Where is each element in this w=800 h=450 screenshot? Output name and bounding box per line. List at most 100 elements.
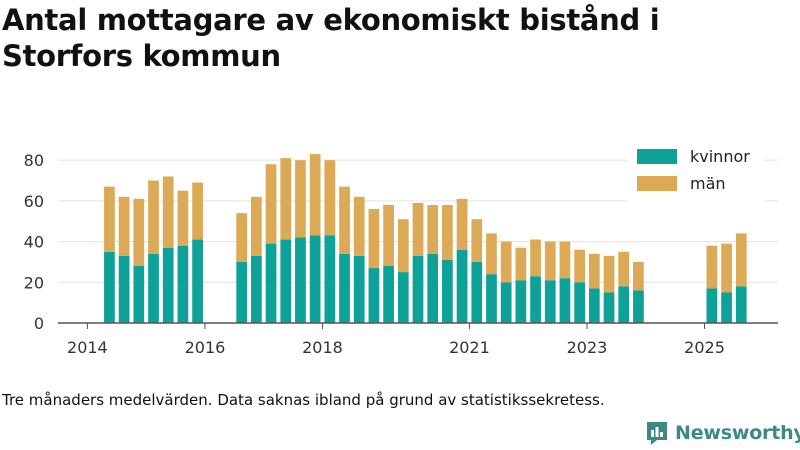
legend-swatch-kvinnor — [637, 149, 677, 164]
bar-kvinnor — [251, 255, 262, 323]
bar-kvinnor — [471, 261, 483, 323]
x-tick-label: 2021 — [449, 338, 490, 357]
x-tick-label: 2014 — [67, 338, 108, 357]
bar-man — [530, 239, 541, 277]
bar-kvinnor — [486, 274, 497, 323]
bar-man — [559, 241, 571, 279]
bar-kvinnor — [544, 280, 556, 323]
bar-kvinnor — [133, 266, 145, 323]
bar-kvinnor — [265, 243, 277, 323]
bar-man — [162, 176, 174, 248]
y-tick-label: 40 — [24, 233, 44, 252]
bar-kvinnor — [148, 253, 159, 323]
bar-kvinnor — [588, 288, 600, 323]
bar-kvinnor — [353, 255, 365, 323]
bar-kvinnor — [500, 282, 512, 323]
y-tick-label: 80 — [24, 151, 44, 170]
bar-man — [618, 251, 630, 287]
brand-name: Newsworthy — [675, 422, 800, 444]
x-tick-label: 2023 — [567, 338, 608, 357]
bar-man — [603, 255, 615, 293]
y-tick-label: 20 — [24, 273, 44, 292]
bar-kvinnor — [515, 280, 527, 323]
y-axis-tick-labels: 0 20 40 60 80 — [24, 151, 44, 333]
bar-kvinnor — [456, 249, 468, 323]
bars — [104, 154, 747, 323]
bar-man — [309, 154, 321, 236]
x-tick-label: 2018 — [302, 338, 343, 357]
legend: kvinnor män — [628, 140, 764, 202]
y-tick-label: 0 — [34, 314, 44, 333]
chart-title: Antal mottagare av ekonomiskt bistånd i … — [2, 3, 660, 73]
bar-kvinnor — [633, 290, 644, 323]
bar-man — [368, 209, 380, 269]
y-tick-label: 60 — [24, 192, 44, 211]
bar-man — [265, 164, 277, 244]
legend-label-kvinnor: kvinnor — [690, 147, 750, 166]
legend-label-man: män — [690, 174, 726, 193]
legend-swatch-man — [637, 176, 677, 191]
x-axis — [58, 322, 778, 329]
bar-kvinnor — [383, 266, 394, 323]
bar-man — [104, 186, 115, 252]
bar-kvinnor — [104, 251, 115, 323]
bar-kvinnor — [339, 253, 350, 323]
bar-kvinnor — [295, 237, 306, 323]
x-tick-label: 2025 — [684, 338, 725, 357]
bar-man — [118, 196, 130, 256]
x-axis-tick-labels: 2014 2016 2018 2021 2023 2025 — [67, 338, 725, 357]
bar-man — [735, 233, 747, 287]
bar-kvinnor — [721, 292, 732, 323]
bar-man — [251, 196, 262, 256]
bar-man — [574, 249, 585, 283]
bar-man — [353, 196, 365, 256]
x-tick-label: 2016 — [185, 338, 226, 357]
bar-chart-speech-bubble-icon — [647, 422, 667, 445]
bar-man — [588, 253, 600, 289]
bar-kvinnor — [559, 278, 571, 323]
bar-kvinnor — [177, 245, 189, 323]
bar-kvinnor — [324, 235, 336, 323]
bar-kvinnor — [427, 253, 439, 323]
bar-man — [295, 160, 306, 238]
bar-kvinnor — [192, 239, 203, 323]
bar-man — [280, 158, 292, 240]
bar-man — [148, 180, 159, 254]
bar-kvinnor — [162, 247, 174, 323]
bar-kvinnor — [574, 282, 585, 323]
bar-man — [324, 160, 336, 236]
bar-man — [236, 213, 248, 262]
bar-man — [515, 247, 527, 281]
bar-man — [706, 245, 718, 289]
bar-man — [177, 190, 189, 246]
bar-kvinnor — [412, 255, 424, 323]
bar-man — [442, 204, 453, 260]
bar-man — [427, 204, 439, 254]
bar-man — [133, 198, 145, 267]
newsworthy-logo: Newsworthy — [645, 420, 800, 446]
bar-man — [339, 186, 350, 254]
bar-man — [500, 241, 512, 283]
bar-kvinnor — [368, 268, 380, 323]
bar-kvinnor — [706, 288, 718, 323]
bar-man — [397, 219, 409, 273]
bar-kvinnor — [118, 255, 130, 323]
bar-kvinnor — [309, 235, 321, 323]
bar-man — [633, 261, 644, 291]
bar-kvinnor — [280, 239, 292, 323]
bar-kvinnor — [236, 261, 248, 323]
bar-man — [486, 233, 497, 275]
bar-man — [456, 198, 468, 250]
bar-kvinnor — [735, 286, 747, 323]
bar-kvinnor — [618, 286, 630, 323]
bar-man — [721, 243, 732, 293]
bar-kvinnor — [603, 292, 615, 323]
bar-man — [192, 182, 203, 240]
bar-kvinnor — [530, 276, 541, 323]
bar-man — [412, 202, 424, 256]
bar-man — [544, 241, 556, 281]
bar-kvinnor — [442, 259, 453, 323]
bar-man — [383, 204, 394, 267]
chart-caption: Tre månaders medelvärden. Data saknas ib… — [2, 391, 605, 409]
